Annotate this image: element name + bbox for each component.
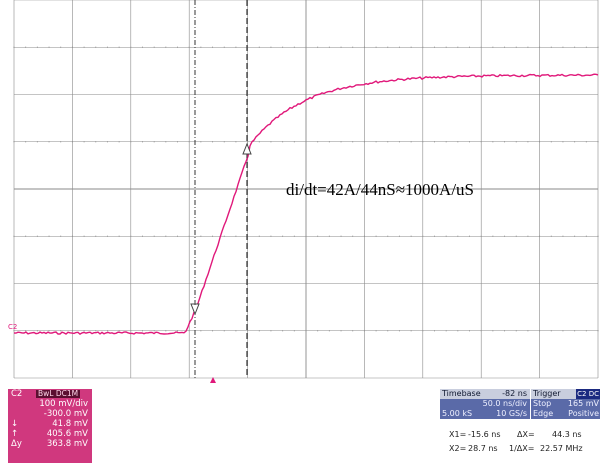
- channel-name: C2: [11, 389, 23, 399]
- cursor-dx-value: 44.3 ns: [552, 430, 582, 439]
- cursor-dx-label: ΔX=: [517, 430, 535, 439]
- cursor-x1-value: -15.6 ns: [468, 430, 501, 439]
- trigger-position-marker[interactable]: [210, 377, 216, 383]
- channel-scale: 100 mV/div: [39, 399, 88, 409]
- reading-value: 363.8 mV: [46, 439, 88, 449]
- cursor-x1-label: X1=: [449, 430, 467, 439]
- channel-offset: -300.0 mV: [43, 409, 88, 419]
- cursor-inv-dx-value: 22.57 MHz: [540, 444, 583, 453]
- trigger-state: Stop: [533, 399, 552, 408]
- cursor-marker-high[interactable]: [242, 142, 252, 158]
- timebase-sample-rate: 10 GS/s: [496, 409, 527, 418]
- trigger-type: Edge: [533, 409, 554, 418]
- reading-label: ↓: [11, 419, 19, 429]
- timebase-label: Timebase: [442, 389, 481, 398]
- timebase-samples: 5.00 kS: [442, 409, 473, 418]
- timebase-descriptor[interactable]: Timebase -82 ns 50.0 ns/div 5.00 kS 10 G…: [440, 389, 530, 419]
- cursor-x2-label: X2=: [449, 444, 467, 453]
- di-dt-annotation: di/dt=42A/44nS≈1000A/uS: [286, 180, 474, 199]
- trigger-label: Trigger: [533, 389, 561, 398]
- trace-channel-label: C2: [8, 323, 17, 331]
- reading-value: 405.6 mV: [46, 429, 88, 439]
- timebase-delay: -82 ns: [502, 389, 527, 398]
- trigger-level: 165 mV: [567, 399, 599, 408]
- cursor-marker-low[interactable]: [190, 302, 200, 316]
- timebase-per-div: 50.0 ns/div: [482, 399, 527, 408]
- trigger-descriptor[interactable]: Trigger C2 DC Stop 165 mV Edge Positive: [531, 389, 600, 419]
- channel-c2-descriptor[interactable]: C2 BwL DC1M 100 mV/div -300.0 mV ↓ 41.8 …: [8, 389, 92, 463]
- reading-value: 41.8 mV: [52, 419, 88, 429]
- trigger-channel-badge: C2 DC: [576, 389, 600, 399]
- channel-mode-badge: BwL DC1M: [36, 389, 81, 398]
- cursor-inv-dx-label: 1/ΔX=: [509, 444, 535, 453]
- trigger-slope: Positive: [568, 409, 599, 418]
- cursor-x2-value: 28.7 ns: [468, 444, 498, 453]
- channel-c2-trace: [13, 73, 599, 335]
- reading-label: Δy: [11, 439, 22, 449]
- reading-label: ↑: [11, 429, 19, 439]
- graticule-grid: [13, 0, 599, 379]
